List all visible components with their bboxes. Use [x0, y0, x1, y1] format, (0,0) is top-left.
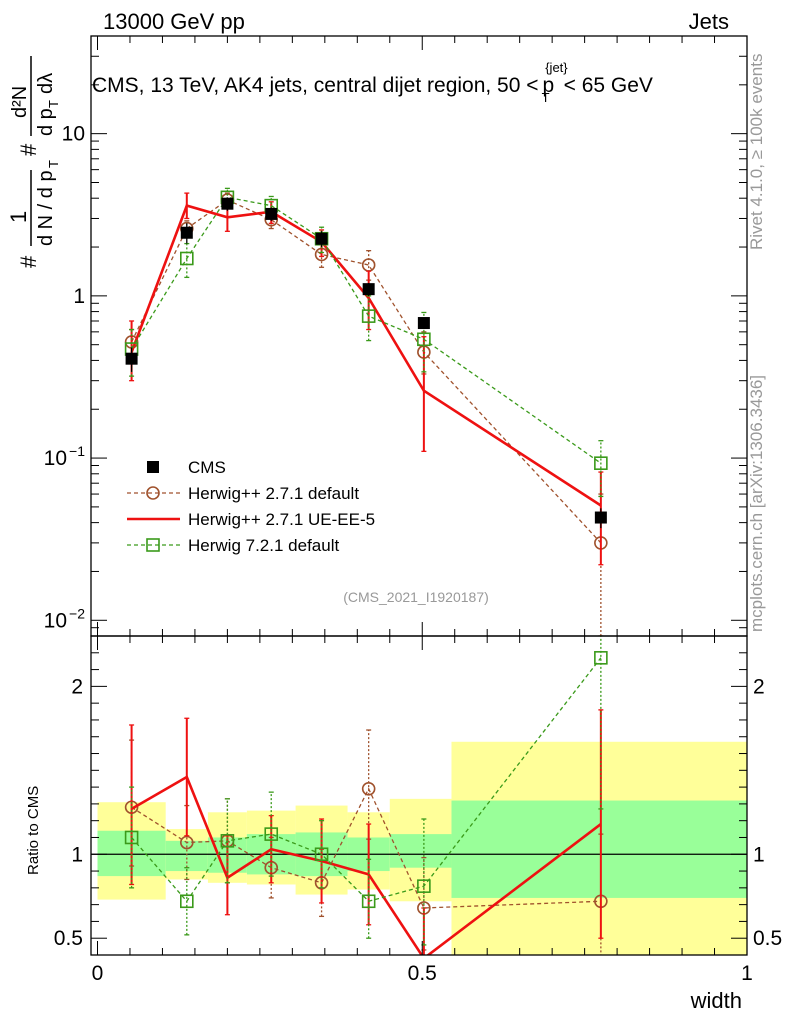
data-point [265, 207, 278, 220]
svg-text:d N / d p: d N / d p [35, 170, 57, 246]
svg-text:d²N: d²N [9, 86, 31, 118]
data-point [417, 332, 431, 347]
y-tick-label: 10 [44, 609, 67, 632]
ratio-inner-band [389, 834, 452, 868]
svg-text:d p: d p [35, 108, 57, 136]
y-tick-label-right: 0.5 [753, 927, 782, 950]
ratio-inner-band [451, 800, 747, 898]
data-point [417, 317, 430, 330]
legend: CMS Herwig++ 2.7.1 default Herwig++ 2.7.1 … [127, 458, 375, 555]
series-line [130, 204, 602, 507]
data-point [180, 251, 194, 266]
x-tick-label: 1 [741, 962, 753, 985]
y-tick-exponent: −1 [69, 443, 85, 459]
svg-text:1: 1 [6, 211, 31, 223]
data-point [221, 197, 234, 210]
data-point [594, 651, 608, 665]
data-point [124, 830, 139, 845]
ratio-axes: 0 0.5 10.5 0.51 12 2 [54, 635, 782, 985]
svg-text:T: T [46, 100, 61, 108]
main-series-layer [124, 187, 608, 636]
data-point [264, 827, 279, 841]
data-point [361, 309, 376, 323]
y-tick-label: 2 [71, 675, 83, 698]
legend-label: CMS [188, 458, 226, 477]
x-axis-label: width [690, 988, 742, 1013]
y-tick-label: 1 [73, 285, 85, 308]
data-point [220, 834, 235, 848]
analysis-watermark: (CMS_2021_I1920187) [343, 589, 489, 605]
rivet-version-label: Rivet 4.1.0, ≥ 100k events [747, 54, 766, 250]
svg-text:#: # [16, 255, 41, 268]
chart-title: CMS, 13 TeV, AK4 jets, central dijet reg… [92, 60, 653, 105]
ratio-series-layer [124, 636, 608, 955]
y-tick-label-right: 1 [753, 843, 765, 866]
header-left: 13000 GeV pp [103, 9, 245, 34]
svg-text:T: T [46, 160, 61, 168]
legend-label: Herwig 7.2.1 default [188, 536, 339, 555]
y-tick-label: 10 [44, 447, 67, 470]
data-point [594, 456, 608, 470]
data-point [315, 232, 328, 245]
legend-label: Herwig++ 2.7.1 UE-EE-5 [188, 510, 375, 529]
legend-label: Herwig++ 2.7.1 default [188, 484, 359, 503]
y-tick-label: 0.5 [54, 927, 83, 950]
ratio-y-axis-label: Ratio to CMS [25, 786, 42, 875]
x-tick-label: 0.5 [408, 962, 437, 985]
legend-marker [147, 461, 159, 473]
data-point [125, 352, 138, 365]
data-point [417, 879, 431, 893]
series-line [131, 199, 602, 544]
data-point [594, 511, 607, 524]
y-tick-exponent: −2 [69, 605, 85, 621]
mcplots-label: mcplots.cern.ch [arXiv:1306.3436] [747, 375, 766, 632]
series-line [131, 196, 602, 464]
y-tick-label: 1 [71, 843, 83, 866]
main-y-axis-label: # 1 d N / d p T # d²N d p T dλ [6, 56, 61, 268]
axes-frame [90, 635, 748, 956]
header-right: Jets [689, 9, 729, 34]
data-point [361, 894, 376, 909]
x-tick-label: 0 [92, 962, 104, 985]
data-point [314, 847, 329, 862]
data-point [180, 894, 194, 909]
series-line [130, 775, 602, 955]
ratio-panel [91, 741, 747, 955]
data-point [180, 226, 193, 239]
legend-marker [146, 538, 160, 552]
legend-marker [146, 486, 160, 500]
data-point [361, 781, 376, 796]
data-point [361, 258, 376, 272]
data-point [362, 283, 375, 296]
y-tick-label: 10 [62, 123, 85, 146]
svg-text:dλ: dλ [35, 73, 57, 94]
data-point [180, 835, 194, 850]
y-tick-label-right: 2 [753, 675, 765, 698]
svg-text:#: # [16, 143, 41, 156]
